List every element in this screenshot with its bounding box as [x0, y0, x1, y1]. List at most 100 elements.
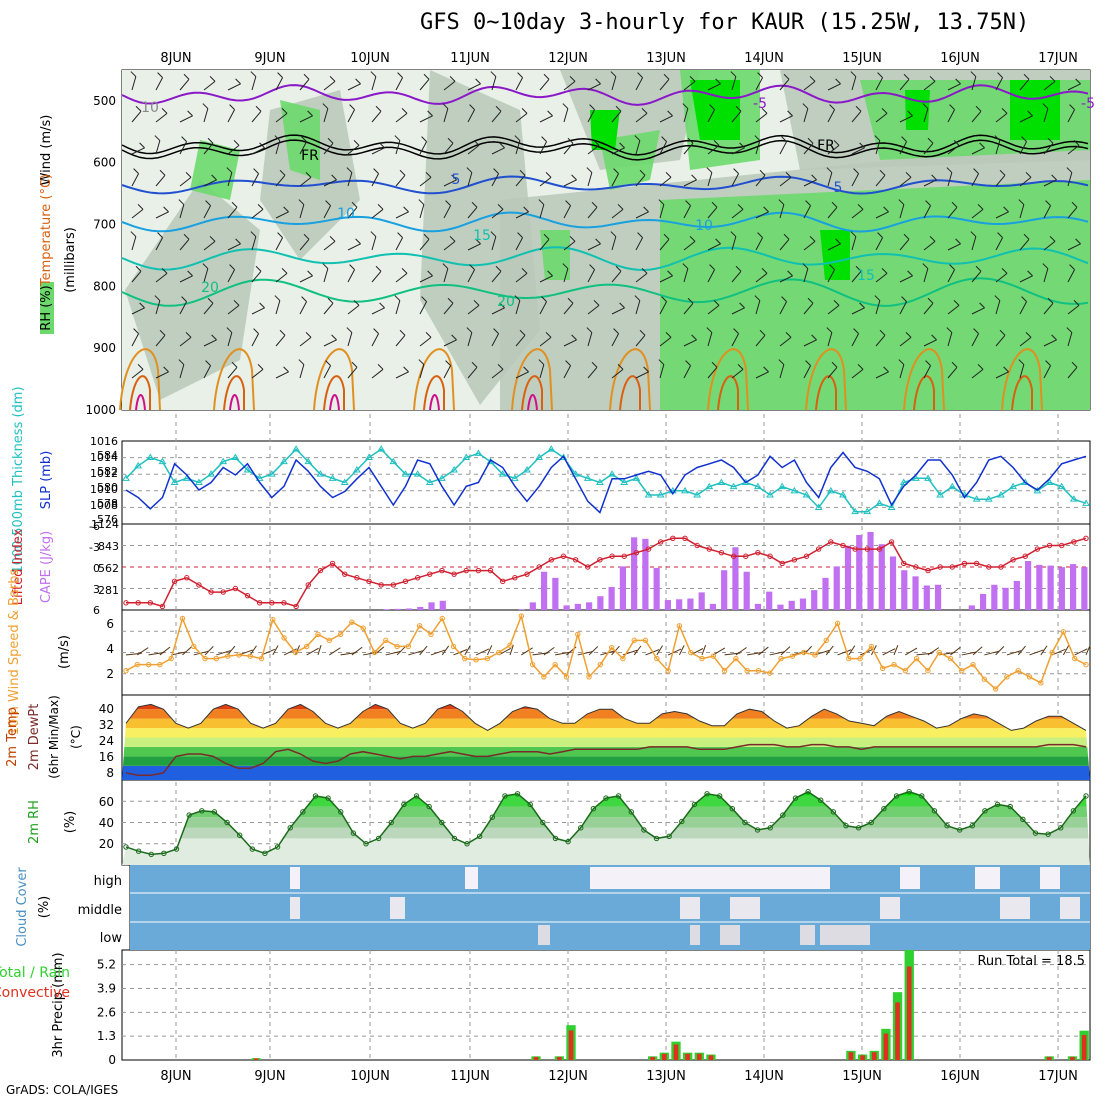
wind-barb: [683, 108, 689, 123]
wind-barb-flag: [571, 174, 577, 181]
wind-barb: [131, 270, 142, 283]
wind-barb: [155, 272, 168, 283]
rh2m-line-point: [325, 795, 331, 801]
wind-speed-line-point: [1038, 680, 1044, 686]
thickness-tick: 576: [97, 513, 118, 526]
li-tick: 6: [93, 604, 100, 617]
wind-barb-flag: [713, 140, 720, 146]
day-label-top: 15JUN: [842, 51, 882, 66]
thickness-line-point: [377, 445, 386, 452]
wind-barb: [995, 140, 1001, 155]
wind-barb-flag: [178, 359, 185, 365]
rh2m-line-point: [603, 795, 609, 801]
wind-barb: [875, 371, 889, 379]
cape-bar: [1036, 564, 1043, 610]
wind-speed-line-point: [360, 625, 366, 631]
wind-barb: [755, 334, 766, 347]
wind-barb: [827, 304, 840, 315]
ylabel-precip: 3hr Precip (mm): [51, 952, 66, 1057]
wind-barb-flag: [802, 263, 809, 269]
wind-barb: [779, 115, 793, 123]
wind-barb: [659, 275, 673, 283]
temp-contour-10: [121, 211, 1089, 233]
wind-barb: [731, 368, 744, 379]
wind-barb-flag: [209, 236, 216, 242]
wind-barb-flag: [739, 142, 745, 149]
wind-barb: [131, 333, 140, 347]
wind-barb-flag: [375, 105, 382, 112]
wind-barb: [923, 268, 929, 283]
thickness-line-point: [936, 491, 945, 498]
wind-speed-line-point: [247, 653, 253, 659]
wind-barb: [755, 371, 769, 379]
wind-barb-flag: [259, 142, 265, 149]
lifted-index-line-point: [184, 575, 190, 581]
cape-bar: [597, 596, 604, 610]
wind-barb: [515, 211, 529, 219]
wind-barb-flag: [835, 78, 841, 85]
wind-barb-flag: [994, 135, 1001, 141]
thickness-line-point: [450, 466, 458, 473]
rh2m-line-point: [527, 801, 533, 808]
lifted-index-line-point: [414, 575, 421, 581]
contour-label: 5: [834, 180, 843, 196]
wind-barb-flag: [997, 72, 1003, 78]
wind-barb-flag: [569, 236, 576, 242]
wind-barb: [851, 173, 860, 187]
wind-barb-flag: [1073, 300, 1080, 306]
wind-barb: [875, 112, 888, 123]
temp-contour-25: [213, 348, 255, 411]
wind-barb: [947, 109, 956, 123]
contour-label: 10: [337, 206, 355, 222]
wind-barb: [467, 83, 481, 91]
surface-wind-barb: [927, 647, 940, 656]
rh2m-line-point: [338, 809, 344, 815]
surface-wind-barb: [453, 649, 468, 656]
wind-barb: [923, 108, 929, 123]
wind-barb-flag: [377, 204, 384, 210]
wind-speed-line-point: [913, 655, 920, 662]
wind-barb-flag: [643, 366, 649, 373]
wind-barb: [779, 204, 785, 219]
wind-barb-flag: [135, 105, 142, 112]
wind-barb-flag: [475, 238, 481, 245]
precip-convective-bar: [1046, 1056, 1052, 1060]
rh2m-line-point: [401, 801, 407, 808]
thickness-line-point: [340, 478, 349, 485]
wind-barb-flag: [733, 328, 739, 334]
thickness-tick: 582: [97, 465, 118, 478]
wind-barb-flag: [905, 172, 912, 178]
li-tick: 0: [93, 562, 100, 575]
wind-barb-flag: [331, 174, 337, 181]
wind-barb: [515, 77, 524, 91]
wind-barb-flag: [305, 172, 312, 178]
cape-bar: [676, 599, 683, 610]
lifted-index-line-point: [645, 546, 652, 552]
wind-barb: [203, 80, 216, 91]
wind-speed-line-point: [925, 668, 931, 674]
wind-speed-line-point: [608, 644, 615, 651]
precip-convective-bar: [568, 1030, 574, 1060]
wind-barb-flag: [137, 364, 144, 370]
cape-bar: [664, 600, 672, 610]
ylabel-cloud-units: (%): [37, 896, 52, 919]
wind-barb: [875, 140, 881, 155]
temp-contour-30: [129, 375, 151, 411]
wind-barb-flag: [667, 110, 673, 117]
wind-barb: [227, 366, 238, 379]
rh2m-line-point: [287, 825, 293, 831]
lifted-index-line-point: [803, 553, 810, 559]
temp-band: [122, 718, 1090, 729]
wind-barb-flag: [279, 169, 286, 176]
wind-barb-flag: [781, 296, 787, 302]
wind-barb-flag: [643, 206, 649, 213]
wind-barb-flag: [977, 364, 984, 370]
lifted-index-line-point: [147, 600, 154, 606]
temp-contour-35: [429, 394, 440, 411]
surface-wind-barb: [588, 646, 599, 656]
surface-wind-barb: [329, 647, 341, 656]
wind-barb-flag: [877, 232, 883, 238]
lifted-index-line-point: [548, 557, 555, 563]
wind-barb-flag: [929, 76, 936, 82]
wind-barb-flag: [977, 204, 984, 210]
